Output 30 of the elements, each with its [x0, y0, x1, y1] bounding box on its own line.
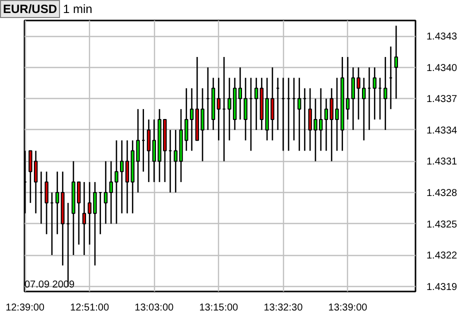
candlestick — [384, 56, 388, 131]
candlestick — [372, 66, 376, 120]
candlestick — [55, 170, 60, 235]
x-tick-label: 13:32:30 — [264, 302, 304, 314]
y-tick-label: 1.4319 — [426, 282, 458, 293]
candlestick — [216, 77, 220, 142]
candlestick — [324, 98, 328, 152]
candlestick — [44, 170, 48, 235]
candlestick — [190, 88, 194, 152]
y-tick-label: 1.4322 — [426, 250, 458, 262]
y-tick-label: 1.4343 — [426, 32, 458, 43]
y-tick-label: 1.4331 — [426, 156, 458, 168]
y-tick-label: 1.4328 — [426, 188, 458, 199]
y-tick-label: 1.4337 — [426, 94, 458, 106]
candlestick — [297, 77, 302, 152]
x-tick-label: 13:03:00 — [134, 302, 174, 314]
candlestick — [146, 118, 151, 183]
candlestick — [125, 140, 130, 214]
chart-subtitle: 1 min — [63, 1, 92, 18]
y-tick-label: 1.4325 — [426, 219, 458, 230]
candlestick — [254, 77, 258, 131]
x-tick-label: 12:39:00 — [6, 302, 45, 314]
y-tick-label: 1.4334 — [426, 125, 458, 136]
x-tick-label: 13:39:00 — [328, 302, 368, 314]
candlestick — [394, 25, 398, 100]
candlestick — [346, 56, 350, 120]
x-tick-label: 13:15:00 — [199, 302, 239, 314]
x-tick-label: 12:51:00 — [70, 302, 110, 314]
y-tick-label: 1.4340 — [426, 62, 458, 74]
chart-title: EUR/USD — [3, 1, 58, 18]
